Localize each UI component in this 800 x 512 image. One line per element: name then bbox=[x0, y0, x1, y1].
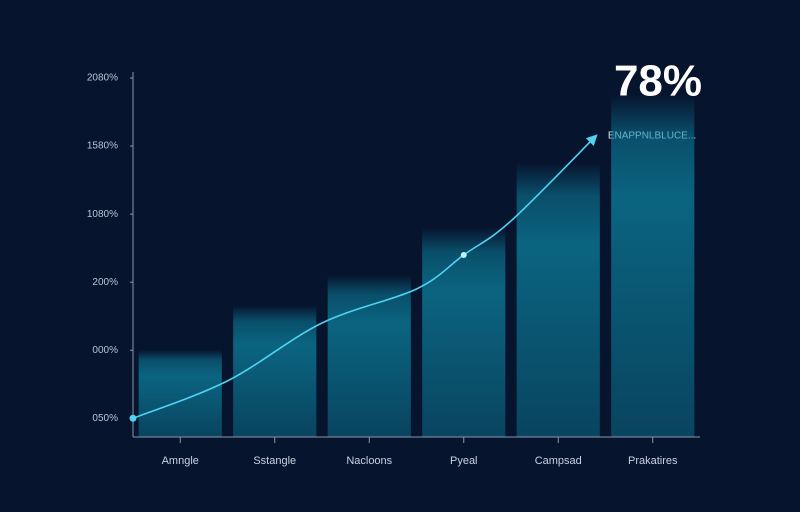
y-tick-label: 050% bbox=[92, 413, 118, 424]
y-tick-label: 200% bbox=[92, 277, 118, 288]
y-tick-label: 2080% bbox=[87, 73, 118, 84]
bar bbox=[327, 274, 411, 437]
x-tick-label: Prakatires bbox=[628, 455, 678, 467]
bar bbox=[138, 349, 222, 437]
y-tick-label: 1580% bbox=[87, 141, 118, 152]
y-tick-label: 000% bbox=[92, 345, 118, 356]
x-tick-label: Nacloons bbox=[346, 455, 392, 467]
trend-highlight-point bbox=[460, 251, 467, 258]
trend-start-point bbox=[129, 414, 137, 422]
trend-line bbox=[132, 134, 598, 420]
x-tick-label: Campsad bbox=[535, 455, 582, 467]
bar bbox=[233, 305, 317, 437]
bar bbox=[422, 227, 506, 437]
x-tick-label: Pyeal bbox=[450, 455, 478, 467]
x-tick-label: Amngle bbox=[162, 455, 199, 467]
y-tick-label: 1080% bbox=[87, 209, 118, 220]
bar bbox=[516, 162, 600, 437]
bar bbox=[611, 94, 695, 438]
x-tick-label: Sstangle bbox=[253, 455, 296, 467]
